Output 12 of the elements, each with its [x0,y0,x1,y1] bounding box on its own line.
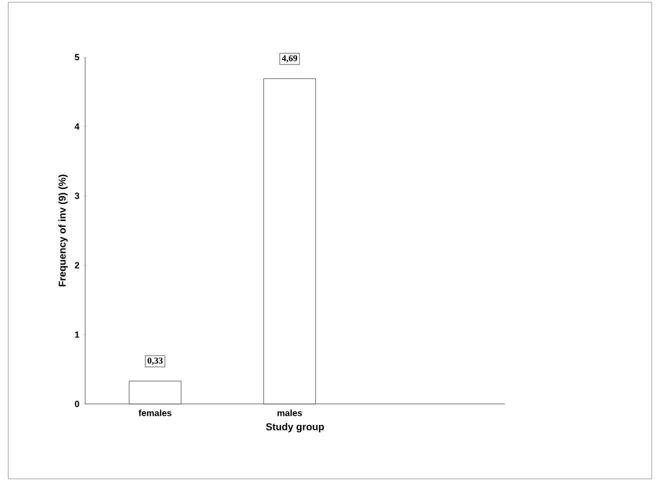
x-tick-label: males [278,410,302,416]
y-axis-title: Frequency of inv (9) (%) [58,174,68,286]
x-tick-label: females [138,410,172,416]
data-label: 4,69 [282,55,298,62]
y-tick-label: 3 [74,192,80,199]
y-tick-label: 5 [74,54,80,60]
y-tick-label: 0 [74,400,80,408]
y-tick-label: 2 [74,262,80,268]
x-axis-title: Study group [266,422,324,432]
y-tick-label: 1 [75,331,80,338]
y-tick-label: 4 [74,123,80,130]
data-label: 0,33 [148,358,163,365]
